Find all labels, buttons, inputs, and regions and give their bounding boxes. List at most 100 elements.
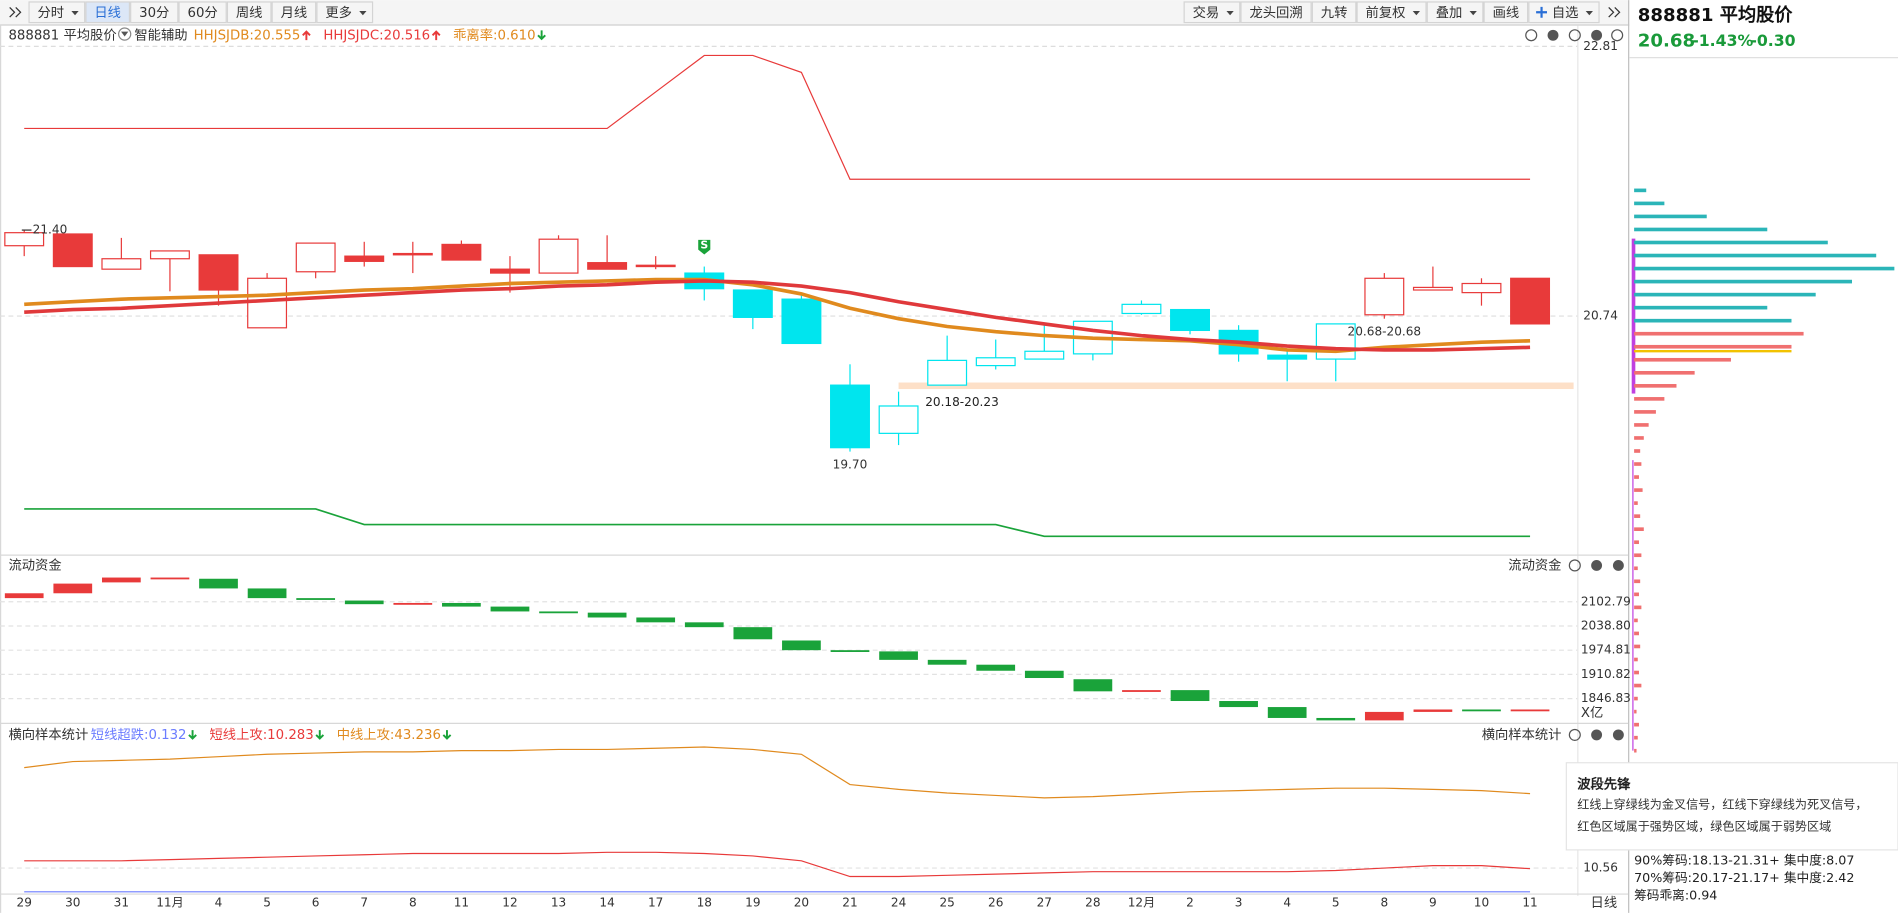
help-icon[interactable] (1591, 29, 1603, 41)
chip-bar (1634, 188, 1647, 193)
chip-bar (1634, 305, 1768, 310)
toolbar-button[interactable] (1483, 1, 1529, 24)
flow-bar (393, 602, 433, 605)
assist-toggle-icon[interactable] (121, 31, 129, 37)
chip-bar (1634, 527, 1644, 531)
flow-bar (1364, 711, 1404, 721)
toolbar-button-label[interactable]: 画线 (1493, 5, 1520, 21)
ma-line (24, 279, 1531, 352)
pane-title-right: 流动资金 (1508, 557, 1561, 573)
collapse-icon[interactable] (9, 6, 22, 18)
x-tick-label: 11月 (156, 896, 183, 910)
flow-bar (636, 617, 676, 623)
signal-marker[interactable] (698, 239, 711, 255)
chip-bar (1634, 670, 1639, 675)
close-icon[interactable] (1611, 29, 1624, 42)
legend-entry: 中线上攻:43.236 (337, 727, 441, 743)
zoom-in-icon[interactable] (1525, 29, 1538, 42)
close-icon[interactable] (1612, 729, 1624, 741)
toolbar-button[interactable] (1240, 1, 1312, 24)
toolbar-button[interactable] (271, 1, 317, 24)
flow-bar (490, 606, 530, 612)
zoom-out-icon[interactable] (1547, 29, 1559, 41)
toolbar-button[interactable] (1426, 1, 1484, 24)
dropdown-arrow[interactable] (1469, 11, 1477, 16)
x-tick-label: 25 (939, 896, 954, 910)
toolbar-button[interactable] (85, 1, 131, 24)
toolbar-button-label[interactable]: 龙头回溯 (1249, 5, 1302, 21)
toolbar-button-label[interactable]: 自选 (1552, 5, 1579, 21)
flow-bar (879, 651, 918, 660)
settings-icon[interactable] (1568, 728, 1581, 741)
toolbar-button-label[interactable]: 60分 (188, 5, 218, 21)
toolbar-button[interactable] (316, 1, 374, 24)
help-icon[interactable] (1591, 729, 1603, 741)
toolbar-button-label[interactable]: 分时 (38, 5, 65, 21)
settings-icon[interactable] (1568, 559, 1581, 572)
dropdown-arrow[interactable] (1412, 11, 1420, 16)
x-tick-label: 5 (263, 896, 271, 910)
toolbar-button-label[interactable]: 更多 (325, 4, 352, 21)
chip-bar (1634, 644, 1641, 649)
candle-body (392, 252, 433, 256)
candle-body (1364, 277, 1405, 316)
flow-bar (1267, 707, 1307, 718)
chip-bar (1634, 488, 1643, 492)
toolbar-button[interactable] (28, 1, 86, 24)
toolbar-button-label[interactable]: 日线 (94, 5, 121, 21)
toolbar-button[interactable] (226, 1, 272, 24)
x-tick-label: 6 (312, 896, 320, 910)
price-annotation: 20.68-20.68 (1348, 324, 1422, 338)
dropdown-arrow[interactable] (359, 11, 367, 16)
chip-bar (1634, 436, 1644, 440)
x-tick-label: 5 (1332, 896, 1340, 910)
dropdown-arrow[interactable] (1226, 11, 1234, 16)
toolbar-button-label[interactable]: 交易 (1193, 4, 1220, 21)
dropdown-arrow[interactable] (71, 11, 79, 16)
toolbar-button[interactable] (1183, 1, 1241, 24)
chip-bar (1634, 501, 1638, 505)
pane-title: 888881 平均股价 (8, 27, 116, 43)
toolbar-button[interactable] (1528, 1, 1600, 24)
toolbar-button[interactable] (130, 1, 179, 24)
x-tick-label: 19 (745, 896, 760, 910)
close-icon[interactable] (1612, 559, 1624, 571)
toolbar-button-label[interactable]: 月线 (281, 5, 308, 21)
y-tick-label: 10.56 (1583, 861, 1618, 875)
toolbar-button-label[interactable]: 叠加 (1436, 5, 1463, 21)
x-tick-label: 31 (114, 896, 129, 910)
flow-bar (1073, 679, 1113, 692)
plus-icon[interactable] (1536, 6, 1548, 18)
flow-bar (1024, 670, 1064, 679)
flow-bar (247, 588, 287, 599)
legend-entry: 短线上攻:10.283 (210, 727, 314, 743)
candle-body (4, 232, 45, 247)
toolbar-button[interactable] (1311, 1, 1357, 24)
chip-bar (1634, 292, 1816, 297)
candle-body (149, 250, 190, 260)
period-label[interactable]: 日线 (1591, 895, 1618, 911)
toolbar-button[interactable] (1356, 1, 1427, 24)
chip-stat: 90%筹码:18.13-21.31+ 集中度:8.07 (1634, 852, 1854, 867)
expand-icon[interactable] (1608, 6, 1621, 18)
flow-bar (150, 577, 190, 580)
chip-bar (1634, 449, 1641, 453)
flow-bar (539, 611, 578, 614)
side-change: -0.30 (1750, 31, 1795, 50)
assist-label[interactable]: 智能辅助 (134, 27, 187, 43)
legend-arrow (188, 730, 197, 740)
assist-toggle-ring[interactable] (118, 27, 132, 41)
toolbar-button[interactable] (178, 1, 227, 24)
help-icon[interactable] (1591, 559, 1603, 571)
toolbar-button-label[interactable]: 九转 (1321, 5, 1348, 21)
toolbar-button-label[interactable]: 30分 (139, 5, 169, 21)
toolbar-button-label[interactable]: 前复权 (1366, 4, 1406, 21)
toolbar-button-label[interactable]: 周线 (236, 5, 263, 21)
chip-bar (1634, 240, 1828, 245)
dropdown-arrow[interactable] (1585, 11, 1593, 16)
chip-stat: 70%筹码:20.17-21.17+ 集中度:2.42 (1634, 870, 1854, 885)
chip-bar (1634, 357, 1731, 362)
chip-bar (1634, 709, 1637, 714)
chip-bar (1634, 592, 1639, 597)
settings-icon[interactable] (1568, 29, 1581, 42)
